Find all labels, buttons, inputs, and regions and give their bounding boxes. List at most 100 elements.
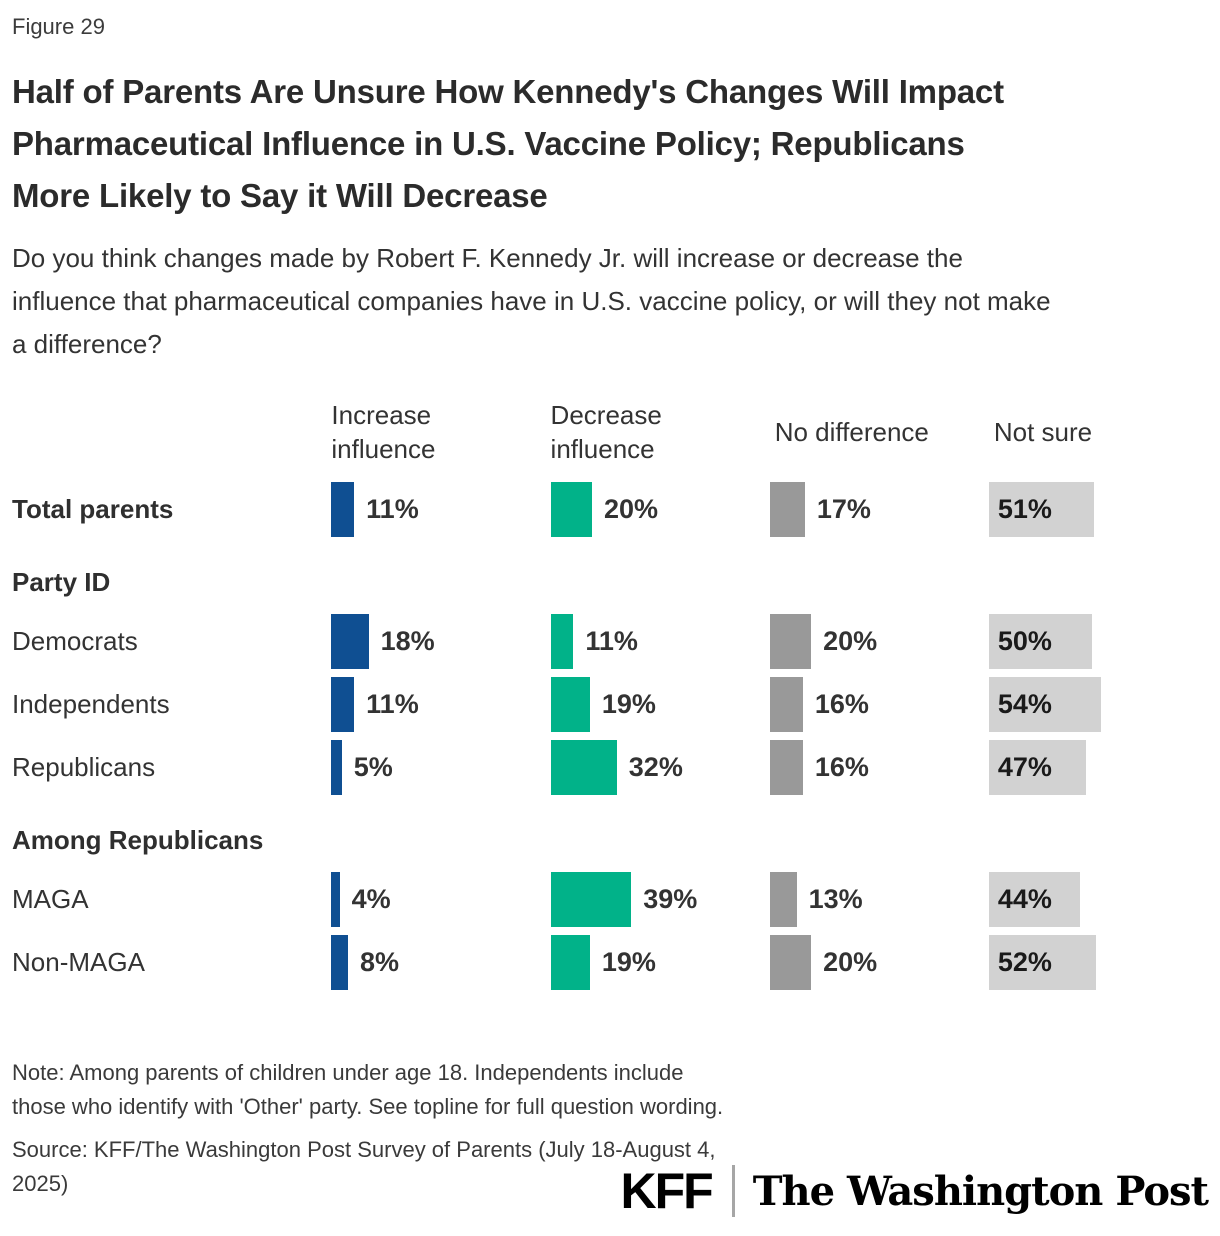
bar-value: 17% xyxy=(816,494,871,524)
bar xyxy=(550,935,590,990)
bar xyxy=(331,482,355,537)
bar-cell-no-difference: 20% xyxy=(769,614,989,669)
kff-logo: KFF xyxy=(620,1163,714,1219)
bar xyxy=(769,614,812,669)
bar xyxy=(769,935,812,990)
column-header-label: Increase influence xyxy=(331,400,436,464)
bar-cell-increase-influence: 4% xyxy=(331,872,550,927)
bar xyxy=(550,872,632,927)
bar-value: 11% xyxy=(366,689,419,719)
bar-cell-no-difference: 16% xyxy=(769,740,989,795)
bar-cell-increase-influence: 8% xyxy=(331,935,550,990)
bar-cell-not-sure: 52% xyxy=(988,935,1208,990)
bar-cell-no-difference: 20% xyxy=(769,935,989,990)
bar-value: 19% xyxy=(601,689,656,719)
column-header-label: Decrease influence xyxy=(550,400,662,464)
chart-row-total-parents: Total parents 11% 20% 17% 51% xyxy=(12,482,1208,537)
column-header-no-difference: No difference xyxy=(770,392,989,472)
bar: 52% xyxy=(988,935,1097,990)
bar xyxy=(331,872,340,927)
bar-cell-no-difference: 17% xyxy=(769,482,989,537)
column-header-decrease-influence: Decrease influence xyxy=(551,392,770,472)
bar xyxy=(550,614,574,669)
chart-row-republicans: Republicans 5% 32% 16% 47% xyxy=(12,740,1208,795)
bar xyxy=(550,740,617,795)
bar: 54% xyxy=(988,677,1101,732)
bar-cell-decrease-influence: 19% xyxy=(550,677,770,732)
bar-value: 52% xyxy=(997,947,1052,977)
bar-value: 39% xyxy=(643,884,698,914)
bar-cell-increase-influence: 5% xyxy=(331,740,550,795)
row-label: Republicans xyxy=(12,752,156,782)
bar-value: 13% xyxy=(808,884,863,914)
bar: 51% xyxy=(988,482,1095,537)
bar-value: 4% xyxy=(351,884,391,914)
column-header-increase-influence: Increase influence xyxy=(331,392,550,472)
bar: 47% xyxy=(988,740,1087,795)
publisher-logos: KFF The Washington Post xyxy=(620,1162,1209,1220)
bar-value: 54% xyxy=(997,689,1052,719)
row-label: Non-MAGA xyxy=(12,947,145,977)
chart-title: Half of Parents Are Unsure How Kennedy's… xyxy=(12,73,1004,214)
row-label: Democrats xyxy=(12,626,138,656)
bar-cell-not-sure: 51% xyxy=(988,482,1208,537)
chart-row-independents: Independents 11% 19% 16% 54% xyxy=(12,677,1208,732)
bar-cell-not-sure: 50% xyxy=(988,614,1208,669)
section-label-party-id: Party ID xyxy=(12,567,111,597)
bar xyxy=(331,614,369,669)
bar: 50% xyxy=(988,614,1093,669)
chart-row-non-maga: Non-MAGA 8% 19% 20% 52% xyxy=(12,935,1208,990)
bar: 44% xyxy=(988,872,1080,927)
bar-value: 8% xyxy=(359,947,399,977)
bar-cell-not-sure: 54% xyxy=(988,677,1208,732)
bar xyxy=(331,740,342,795)
bar-cell-increase-influence: 11% xyxy=(331,482,550,537)
bar xyxy=(769,872,797,927)
bar xyxy=(550,677,590,732)
bar-cell-not-sure: 44% xyxy=(988,872,1208,927)
logo-divider xyxy=(731,1165,735,1217)
bar-value: 47% xyxy=(997,752,1052,782)
survey-question: Do you think changes made by Robert F. K… xyxy=(12,243,1051,359)
bar-cell-not-sure: 47% xyxy=(988,740,1208,795)
column-header-row: Increase influence Decrease influence No d… xyxy=(12,392,1208,472)
bar-value: 32% xyxy=(628,752,683,782)
bar-value: 20% xyxy=(823,626,878,656)
note-text: Note: Among parents of children under ag… xyxy=(12,1060,724,1119)
washington-post-logo: The Washington Post xyxy=(752,1167,1209,1215)
bar-value: 19% xyxy=(601,947,656,977)
bar xyxy=(331,677,355,732)
bar-cell-increase-influence: 11% xyxy=(331,677,550,732)
grouped-bar-chart: Increase influence Decrease influence No d… xyxy=(12,392,1208,990)
bar-value: 16% xyxy=(814,752,869,782)
bar-value: 11% xyxy=(585,626,638,656)
column-header-label: No difference xyxy=(774,417,929,447)
column-header-not-sure: Not sure xyxy=(989,392,1208,472)
section-label-among-republicans: Among Republicans xyxy=(12,825,264,855)
bar-value: 20% xyxy=(603,494,658,524)
bar-cell-no-difference: 13% xyxy=(769,872,989,927)
bar-cell-decrease-influence: 11% xyxy=(550,614,770,669)
chart-row-maga: MAGA 4% 39% 13% 44% xyxy=(12,872,1208,927)
row-label: MAGA xyxy=(12,884,89,914)
bar-cell-decrease-influence: 32% xyxy=(550,740,770,795)
source-text: Source: KFF/The Washington Post Survey o… xyxy=(12,1137,716,1196)
bar xyxy=(769,740,803,795)
bar-cell-increase-influence: 18% xyxy=(331,614,550,669)
bar-value: 51% xyxy=(997,494,1052,524)
bar xyxy=(769,482,805,537)
bar-cell-decrease-influence: 19% xyxy=(550,935,770,990)
bar xyxy=(331,935,348,990)
figure-number: Figure 29 xyxy=(12,14,105,39)
bar-cell-decrease-influence: 20% xyxy=(550,482,770,537)
bar-value: 5% xyxy=(353,752,393,782)
row-label: Independents xyxy=(12,689,170,719)
row-label: Total parents xyxy=(12,494,174,524)
bar-value: 50% xyxy=(997,626,1052,656)
bar xyxy=(550,482,592,537)
bar-value: 16% xyxy=(814,689,869,719)
row-label-spacer xyxy=(12,392,331,472)
chart-row-democrats: Democrats 18% 11% 20% 50% xyxy=(12,614,1208,669)
bar xyxy=(769,677,803,732)
